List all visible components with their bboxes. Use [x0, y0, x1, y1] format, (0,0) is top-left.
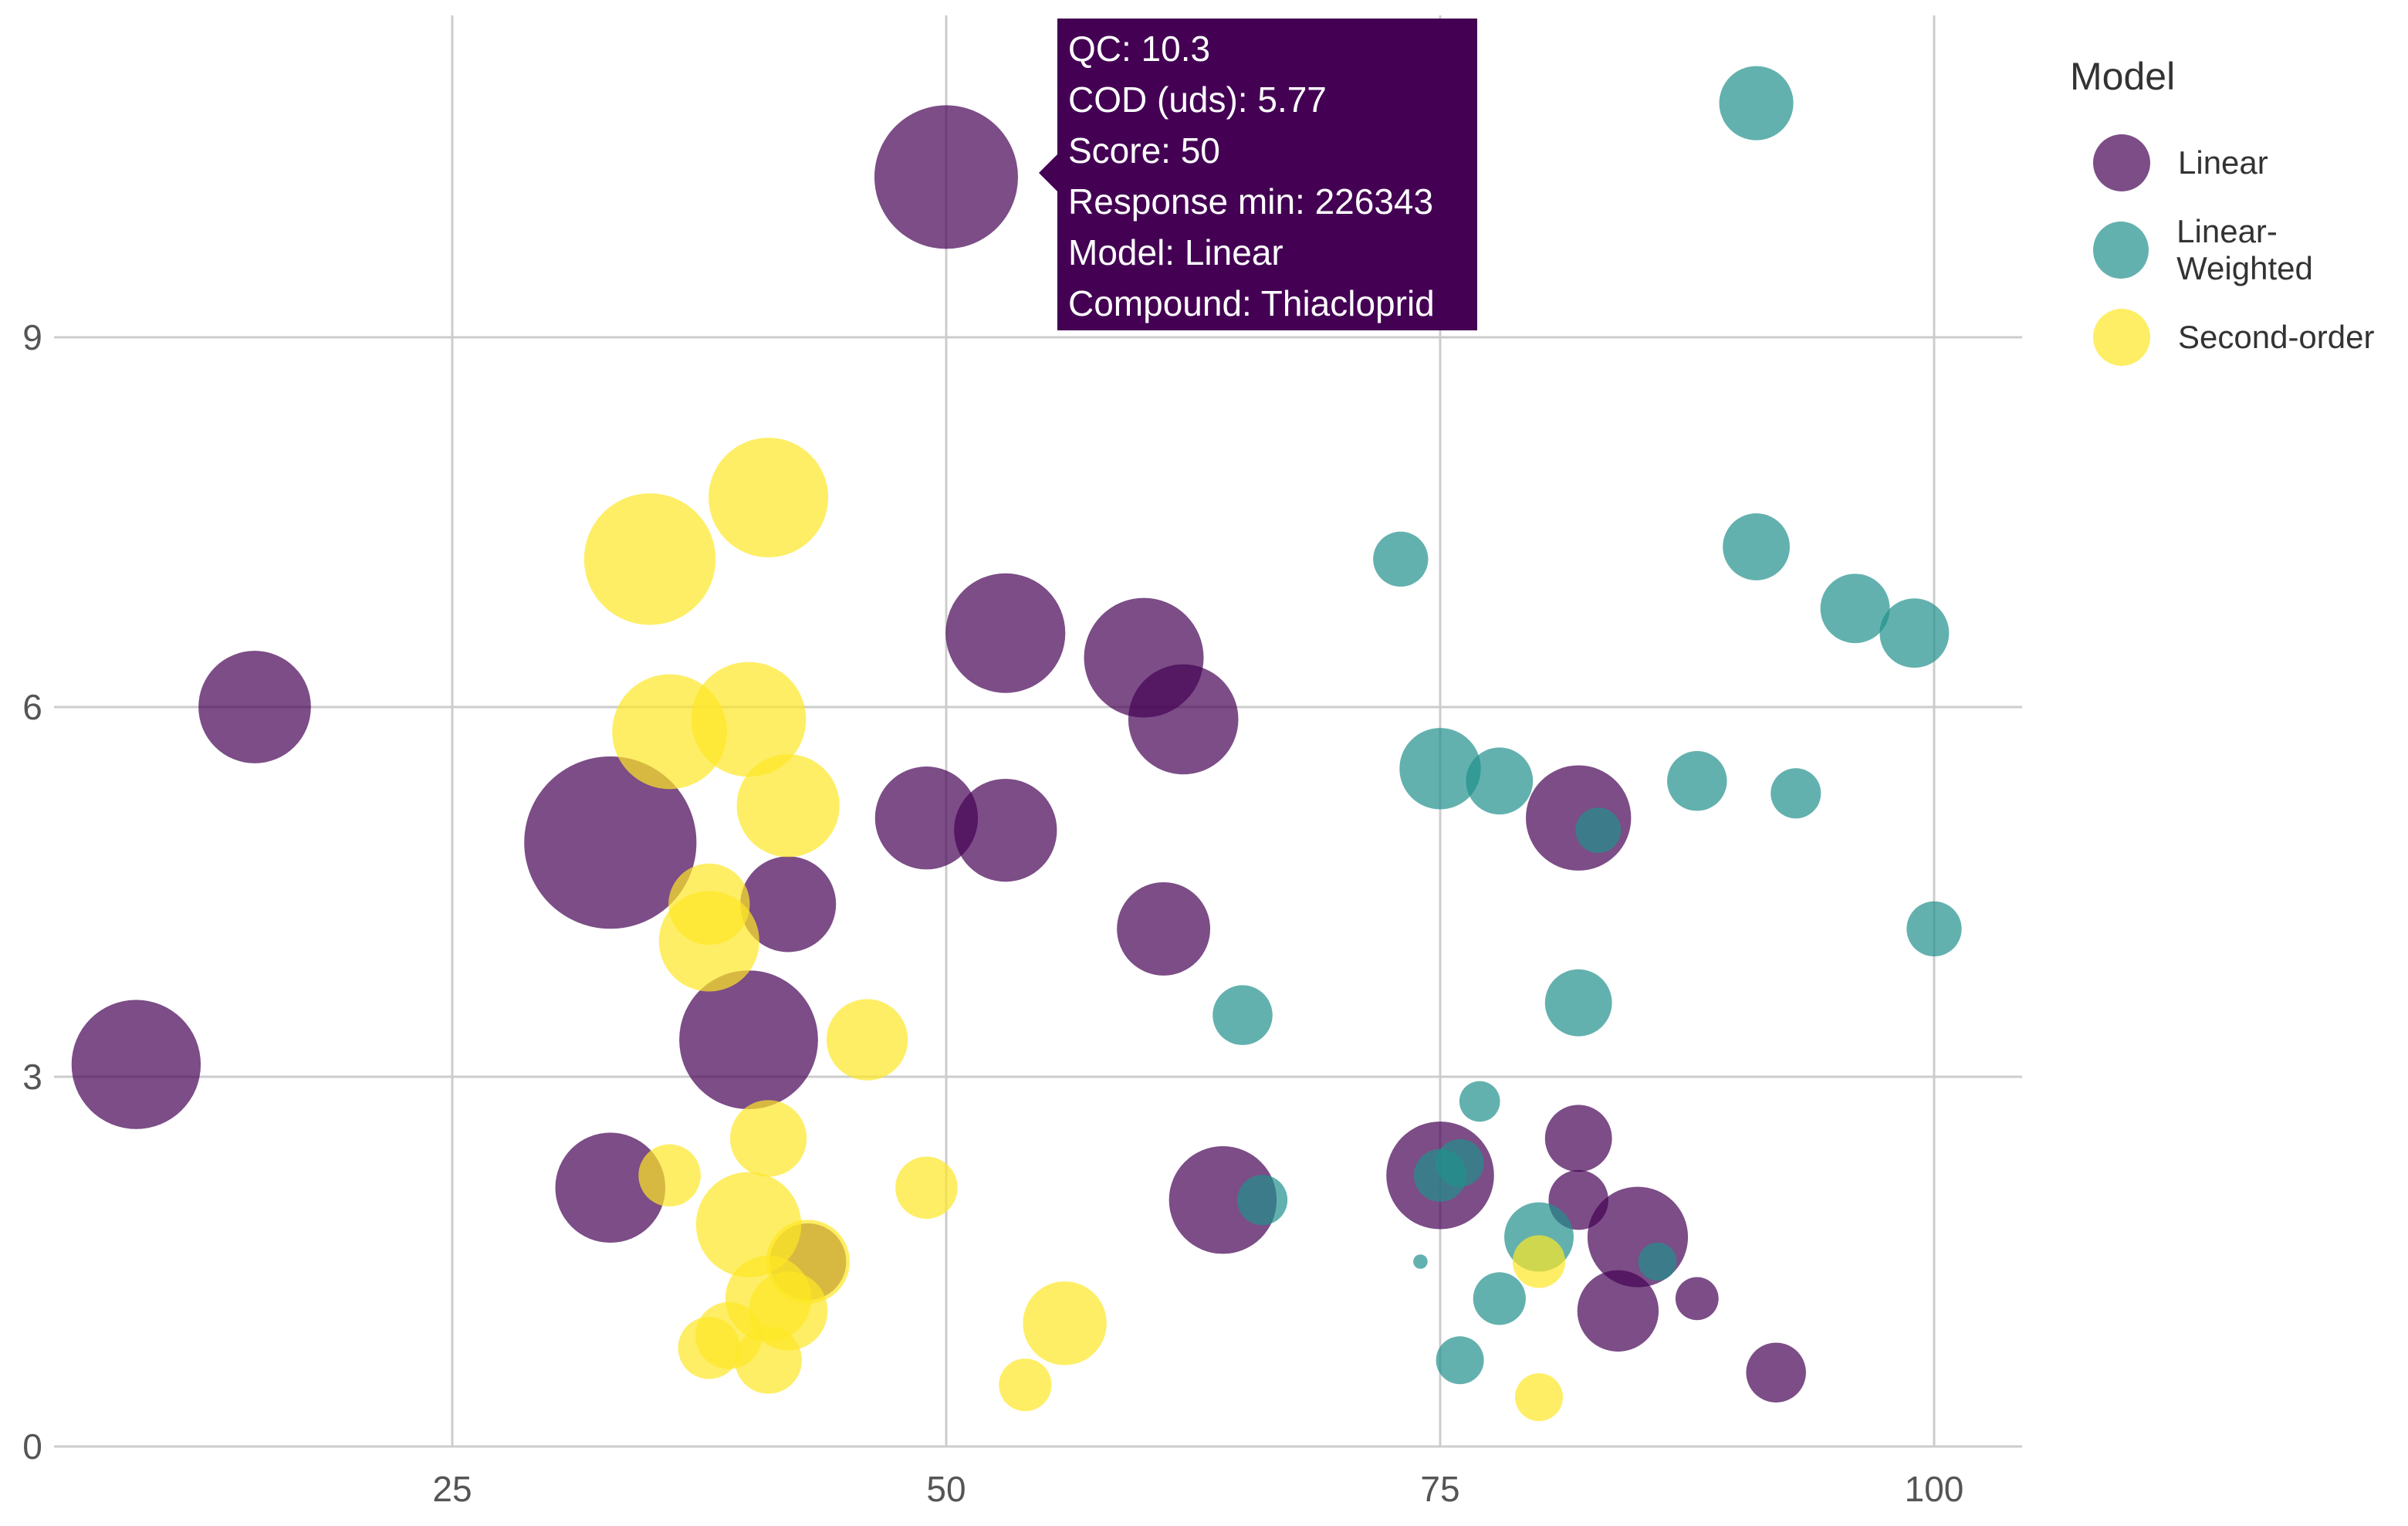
y-tick-label: 0 [22, 1426, 42, 1467]
bubble-second-order[interactable] [709, 438, 829, 558]
legend-swatch-linear-weighted [2093, 221, 2149, 279]
bubble-linear-weighted[interactable] [1237, 1175, 1288, 1226]
bubble-linear[interactable] [954, 779, 1057, 882]
bubble-linear-weighted[interactable] [1719, 66, 1794, 140]
bubble-linear-weighted[interactable] [1466, 747, 1534, 815]
bubble-linear-weighted[interactable] [1879, 598, 1950, 668]
x-tick-label: 100 [1905, 1469, 1964, 1509]
bubble-linear[interactable] [1544, 1105, 1612, 1172]
legend-label: Linear-Weighted [2176, 212, 2313, 286]
bubble-second-order[interactable] [730, 1100, 807, 1177]
bubble-linear[interactable] [740, 856, 837, 952]
bubble-linear[interactable] [198, 651, 311, 763]
bubble-second-order[interactable] [583, 493, 716, 625]
legend-swatch-linear [2093, 134, 2150, 191]
legend-title: Model [2070, 55, 2176, 98]
bubble-linear[interactable] [874, 105, 1018, 249]
bubble-linear-weighted[interactable] [1436, 1336, 1484, 1385]
bubble-linear[interactable] [679, 970, 818, 1109]
y-tick-label: 6 [22, 687, 42, 727]
bubble-second-order[interactable] [638, 1144, 701, 1207]
tooltip-line-cod: COD (uds): 5.77 [1068, 80, 1327, 120]
tooltip-line-response-min: Response min: 226343 [1068, 181, 1434, 222]
bubble-linear[interactable] [874, 766, 979, 870]
bubble-linear-weighted[interactable] [1723, 513, 1791, 580]
bubble-linear-weighted[interactable] [1459, 1081, 1500, 1122]
bubble-linear[interactable] [555, 1132, 666, 1243]
bubble-linear[interactable] [1577, 1270, 1659, 1352]
legend-item-second-order[interactable]: Second-order [2061, 293, 2408, 381]
bubble-second-order[interactable] [658, 891, 759, 992]
tooltip-line-model: Model: Linear [1068, 232, 1283, 272]
bubble-linear-weighted[interactable] [1212, 985, 1273, 1045]
bubble-linear-weighted[interactable] [1413, 1149, 1467, 1202]
bubble-second-order[interactable] [826, 999, 908, 1081]
tooltip-line-score: Score: 50 [1068, 130, 1220, 171]
bubble-linear[interactable] [524, 756, 697, 929]
bubble-linear[interactable] [1168, 1145, 1277, 1254]
bubble-linear-weighted[interactable] [1373, 531, 1429, 587]
bubble-second-order[interactable] [1515, 1373, 1563, 1422]
bubble-linear-weighted[interactable] [1820, 574, 1890, 644]
tick-labels: 25 50 75 100 0 3 6 9 [22, 317, 1963, 1509]
bubble-second-order[interactable] [735, 1326, 802, 1394]
bubble-linear[interactable] [1117, 881, 1211, 976]
bubble-linear-weighted[interactable] [1544, 969, 1612, 1037]
bubble-linear-weighted[interactable] [1770, 768, 1821, 819]
x-tick-label: 50 [926, 1469, 966, 1509]
bubble-linear-weighted[interactable] [1906, 901, 1962, 957]
bubble-linear[interactable] [1128, 664, 1239, 775]
bubble-second-order[interactable] [999, 1359, 1052, 1412]
x-tick-label: 75 [1420, 1469, 1459, 1509]
bubble-second-order[interactable] [1512, 1235, 1566, 1288]
hover-tooltip: QC: 10.3 COD (uds): 5.77 Score: 50 Respo… [1057, 19, 1477, 330]
bubble-linear-weighted[interactable] [1638, 1242, 1677, 1281]
bubbles-layer [71, 66, 1962, 1422]
bubble-linear-weighted[interactable] [1413, 1254, 1428, 1269]
bubble-linear[interactable] [945, 573, 1066, 693]
bubble-second-order[interactable] [678, 1316, 741, 1379]
grid-lines [54, 15, 2022, 1448]
bubble-second-order[interactable] [895, 1156, 958, 1219]
bubble-linear[interactable] [71, 1000, 201, 1129]
bubble-second-order[interactable] [736, 754, 840, 858]
y-tick-label: 9 [22, 317, 42, 357]
y-tick-label: 3 [22, 1057, 42, 1097]
bubble-second-order[interactable] [1023, 1281, 1107, 1365]
bubble-linear-weighted[interactable] [1575, 807, 1622, 854]
bubble-linear-weighted[interactable] [1667, 751, 1727, 811]
tooltip-line-compound: Compound: Thiacloprid [1068, 283, 1435, 323]
tooltip-arrow [1039, 154, 1057, 191]
tooltip-line-qc: QC: 10.3 [1068, 29, 1211, 69]
legend-label: Linear [2178, 144, 2268, 181]
legend: Model Linear Linear-Weighted Second-orde… [2061, 54, 2408, 381]
bubble-linear-weighted[interactable] [1399, 728, 1481, 810]
legend-item-linear[interactable]: Linear [2061, 119, 2408, 206]
bubble-linear-weighted[interactable] [1473, 1272, 1526, 1325]
bubble-second-order[interactable] [691, 661, 807, 777]
x-tick-label: 25 [432, 1469, 472, 1509]
bubble-linear[interactable] [1675, 1277, 1719, 1321]
legend-item-linear-weighted[interactable]: Linear-Weighted [2061, 206, 2408, 293]
bubble-linear[interactable] [1746, 1342, 1806, 1402]
legend-label: Second-order [2178, 318, 2375, 355]
legend-swatch-second-order [2093, 308, 2150, 366]
